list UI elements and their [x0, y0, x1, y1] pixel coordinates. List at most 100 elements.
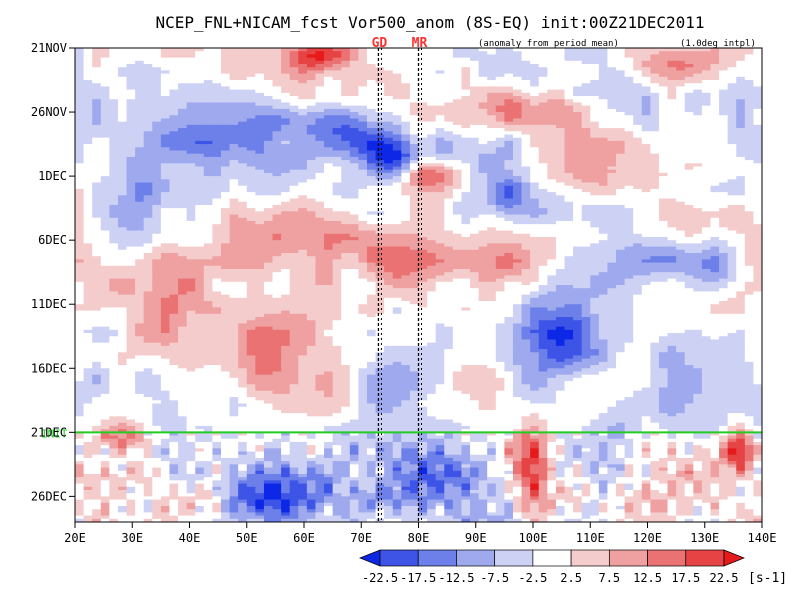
field-cell — [710, 99, 720, 104]
field-cell — [298, 76, 308, 81]
field-cell — [212, 105, 222, 110]
field-cell — [504, 86, 514, 91]
field-cell — [255, 48, 265, 52]
field-cell — [238, 102, 248, 107]
field-cell — [332, 83, 342, 88]
field-cell — [375, 86, 385, 91]
field-cell — [238, 67, 248, 72]
field-cell — [590, 54, 600, 59]
field-cell — [263, 73, 274, 78]
field-cell — [512, 102, 523, 107]
field-cell — [736, 89, 746, 94]
field-cell — [616, 83, 626, 88]
field-cell — [590, 67, 600, 72]
field-cell — [83, 48, 93, 52]
field-cell — [641, 92, 651, 97]
field-cell — [126, 83, 136, 88]
field-cell — [727, 57, 737, 62]
field-cell — [701, 92, 712, 97]
field-cell — [229, 67, 239, 72]
field-cell — [581, 73, 591, 78]
field-cell — [684, 99, 694, 104]
field-cell — [641, 64, 651, 68]
field-cell — [658, 99, 669, 104]
field-cell — [263, 96, 274, 100]
field-cell — [186, 67, 196, 72]
field-cell — [332, 99, 342, 104]
field-cell — [75, 83, 85, 88]
field-cell — [676, 54, 686, 59]
field-cell — [212, 83, 222, 88]
field-cell — [555, 67, 566, 72]
field-cell — [315, 64, 325, 68]
field-cell — [744, 73, 755, 78]
field-cell — [555, 70, 566, 75]
field-cell — [684, 54, 694, 59]
field-cell — [590, 86, 600, 91]
field-cell — [92, 54, 102, 59]
field-cell — [272, 96, 282, 100]
field-cell — [306, 99, 317, 104]
field-cell — [676, 70, 686, 75]
field-cell — [409, 96, 420, 100]
field-cell — [727, 48, 737, 52]
field-cell — [719, 86, 729, 91]
field-cell — [289, 105, 299, 110]
field-cell — [461, 67, 471, 72]
field-cell — [719, 76, 729, 81]
field-cell — [195, 51, 205, 55]
field-cell — [195, 64, 205, 68]
field-cell — [117, 89, 128, 94]
field-cell — [470, 105, 480, 110]
field-cell — [255, 70, 265, 75]
field-cell — [504, 80, 514, 84]
field-cell — [624, 89, 634, 94]
field-cell — [710, 57, 720, 62]
field-cell — [616, 51, 626, 55]
field-cell — [547, 99, 557, 104]
field-cell — [667, 86, 677, 91]
field-cell — [512, 70, 523, 75]
field-cell — [564, 99, 574, 104]
field-cell — [418, 67, 428, 72]
field-cell — [212, 48, 222, 52]
field-cell — [719, 96, 729, 100]
field-cell — [624, 60, 634, 65]
field-cell — [487, 60, 497, 65]
field-cell — [178, 64, 188, 68]
field-cell — [452, 57, 463, 62]
field-cell — [186, 99, 196, 104]
field-cell — [504, 54, 514, 59]
field-cell — [75, 73, 85, 78]
field-cell — [238, 73, 248, 78]
field-cell — [160, 105, 171, 110]
field-cell — [667, 76, 677, 81]
field-cell — [409, 54, 420, 59]
field-cell — [658, 57, 669, 62]
field-cell — [753, 96, 762, 100]
field-cell — [573, 89, 583, 94]
field-cell — [92, 102, 102, 107]
field-cell — [512, 105, 523, 110]
field-cell — [238, 92, 248, 97]
field-cell — [710, 48, 720, 52]
field-cell — [598, 48, 609, 52]
field-cell — [418, 105, 428, 110]
field-cell — [315, 51, 325, 55]
field-cell — [135, 73, 145, 78]
field-cell — [272, 80, 282, 84]
field-cell — [366, 54, 377, 59]
field-cell — [658, 60, 669, 65]
field-cell — [289, 99, 299, 104]
field-cell — [487, 96, 497, 100]
field-cell — [564, 70, 574, 75]
field-cell — [564, 86, 574, 91]
field-cell — [100, 102, 110, 107]
field-cell — [676, 80, 686, 84]
field-cell — [169, 54, 179, 59]
field-cell — [392, 80, 402, 84]
field-cell — [169, 92, 179, 97]
field-cell — [478, 80, 488, 84]
field-cell — [126, 54, 136, 59]
field-cell — [229, 64, 239, 68]
